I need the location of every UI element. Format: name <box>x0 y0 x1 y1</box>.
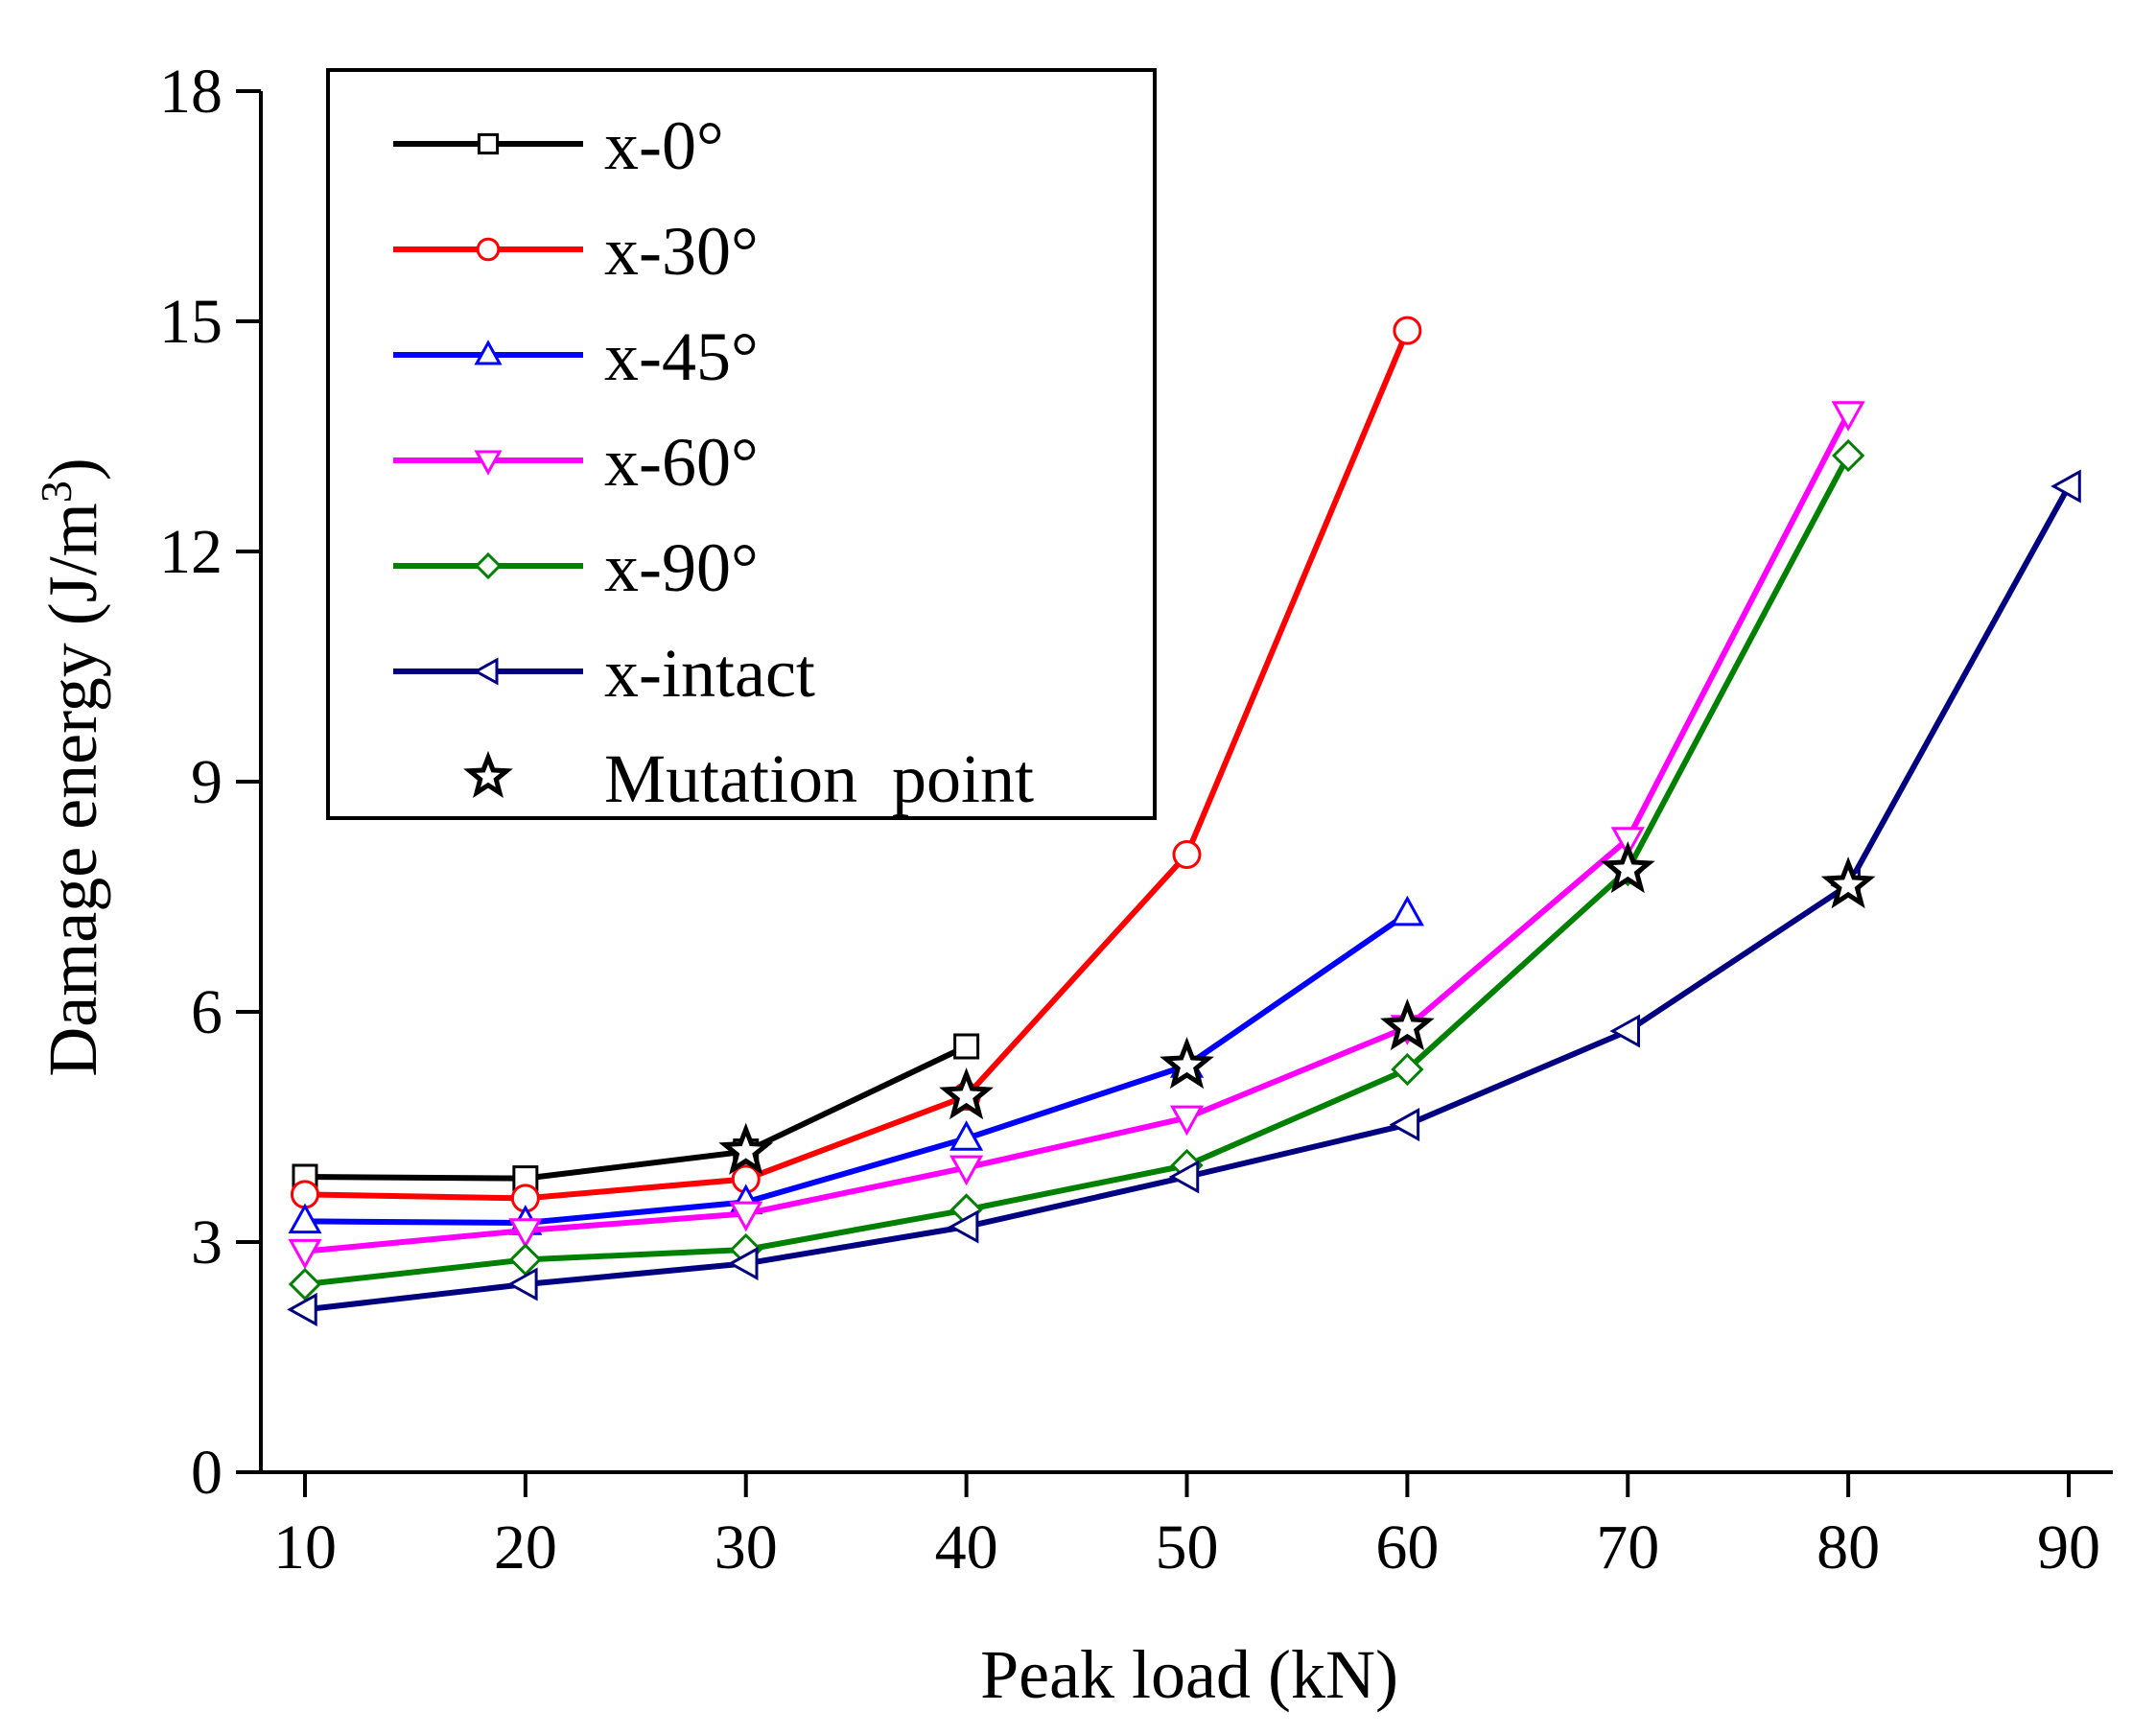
data-point <box>1609 1014 1641 1048</box>
mutation-point-star <box>939 1067 994 1120</box>
legend-marker <box>474 340 503 365</box>
mutation-point-star <box>1160 1037 1214 1090</box>
legend-marker <box>476 237 501 262</box>
y-axis-title-close: ) <box>35 457 111 481</box>
x-tick-label: 60 <box>1375 1512 1439 1583</box>
series-line <box>304 1043 968 1182</box>
legend-item: x-45° <box>393 318 759 395</box>
data-point <box>507 1267 538 1301</box>
y-tick-label: 0 <box>191 1438 223 1508</box>
legend-marker <box>473 657 499 686</box>
data-point <box>2051 469 2081 504</box>
y-tick-label: 15 <box>159 287 223 357</box>
mutation-point-star <box>718 1122 774 1175</box>
data-point <box>1168 1160 1200 1194</box>
data-point <box>953 1033 980 1060</box>
data-point <box>949 1120 984 1151</box>
data-point <box>1832 438 1865 473</box>
series-x-90° <box>288 438 1865 1301</box>
mutation-point-star <box>1820 856 1876 909</box>
mutation-point-star <box>1380 998 1435 1051</box>
legend-label: Mutation point <box>604 740 1034 817</box>
y-axis-title-superscript: 3 <box>32 481 81 503</box>
series-x-45° <box>288 895 1424 1235</box>
legend-marker <box>477 132 500 155</box>
data-point <box>1390 895 1424 926</box>
legend-label: x-90° <box>604 529 759 606</box>
data-point <box>288 1267 322 1301</box>
y-axis-title: Damage energy (J/m3) <box>32 457 111 1076</box>
data-point <box>288 1238 322 1270</box>
legend-item: x-0° <box>393 107 724 184</box>
data-point <box>949 1155 984 1186</box>
legend-box <box>326 68 1157 820</box>
data-point <box>948 1209 979 1244</box>
legend-item: x-intact <box>393 635 815 712</box>
series-line <box>304 329 1411 1202</box>
series-line <box>304 411 1851 1254</box>
y-tick-label: 18 <box>159 57 223 127</box>
data-point <box>1391 1052 1424 1087</box>
data-point <box>1172 840 1202 869</box>
legend-label: x-30° <box>604 213 759 290</box>
legend-item: x-90° <box>393 529 759 606</box>
data-point <box>1389 1108 1420 1142</box>
data-point <box>508 1218 543 1249</box>
x-tick-label: 10 <box>273 1512 337 1583</box>
data-point <box>1831 401 1865 432</box>
data-point <box>727 1246 759 1280</box>
mutation-points <box>718 841 1876 1175</box>
data-point <box>1393 316 1422 345</box>
x-tick-label: 30 <box>715 1512 778 1583</box>
legend-marker <box>474 551 503 580</box>
legend-marker-star <box>463 750 513 799</box>
data-point <box>1169 1105 1205 1137</box>
x-axis-title: Peak load (kN) <box>980 1636 1398 1713</box>
legend: x-0° x-30° x-45° x-60° x-90° x-intact Mutation… <box>326 68 1157 820</box>
axes: 10 20 30 40 50 60 70 80 90 0 3 6 9 12 15 18 <box>159 57 2113 1583</box>
mutation-point-star <box>1600 841 1655 894</box>
y-axis-title-main: Damage energy (J/m <box>35 503 111 1076</box>
series-lines <box>287 316 2081 1326</box>
y-tick-label: 3 <box>191 1207 223 1278</box>
series-line <box>304 911 1410 1226</box>
legend-item: Mutation point <box>463 740 1034 817</box>
data-point <box>508 1243 542 1277</box>
x-tick-label: 70 <box>1596 1512 1659 1583</box>
data-point <box>729 1201 763 1232</box>
x-tick-label: 50 <box>1156 1512 1219 1583</box>
legend-item: x-60° <box>393 424 759 501</box>
data-point <box>287 1292 317 1326</box>
data-point <box>288 1203 322 1234</box>
series-line <box>304 454 1851 1287</box>
x-tick-label: 90 <box>2037 1512 2100 1583</box>
y-tick-label: 9 <box>191 747 223 817</box>
x-tick-label: 80 <box>1816 1512 1880 1583</box>
y-tick-label: 6 <box>191 977 223 1047</box>
legend-item: x-30° <box>393 213 759 290</box>
y-tick-label: 12 <box>159 517 223 587</box>
legend-label: x-0° <box>604 107 724 184</box>
legend-label: x-intact <box>604 635 815 712</box>
legend-marker <box>474 450 503 476</box>
x-tick-label: 40 <box>935 1512 998 1583</box>
legend-label: x-45° <box>604 318 759 395</box>
legend-label: x-60° <box>604 424 759 501</box>
series-x-60° <box>288 401 1865 1270</box>
x-tick-label: 20 <box>494 1512 557 1583</box>
